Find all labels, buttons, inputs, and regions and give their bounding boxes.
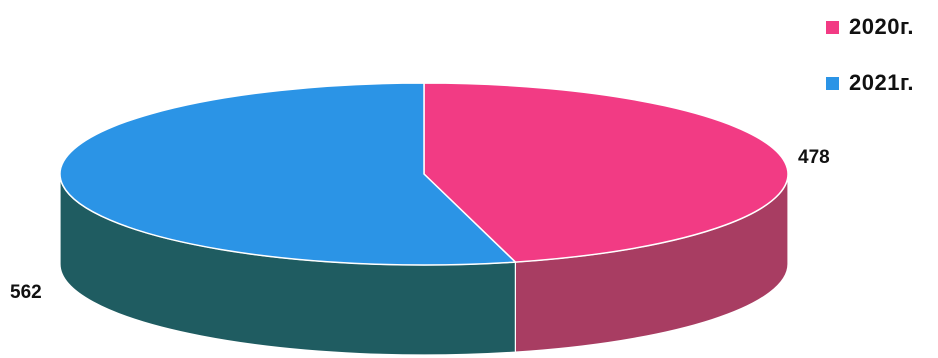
legend: 2020г. 2021г.	[826, 12, 914, 124]
legend-item-2020: 2020г.	[826, 12, 914, 42]
pie-slice-2020	[423, 82, 789, 263]
legend-item-2021: 2021г.	[826, 68, 914, 98]
legend-swatch-2021	[826, 76, 839, 90]
legend-swatch-2020	[826, 20, 839, 34]
legend-label-2021: 2021г.	[849, 70, 915, 95]
data-label-2021: 562	[10, 282, 42, 303]
pie-slice-2021	[59, 82, 517, 266]
legend-label-2020: 2020г.	[849, 14, 915, 39]
data-label-2020: 478	[798, 147, 830, 168]
